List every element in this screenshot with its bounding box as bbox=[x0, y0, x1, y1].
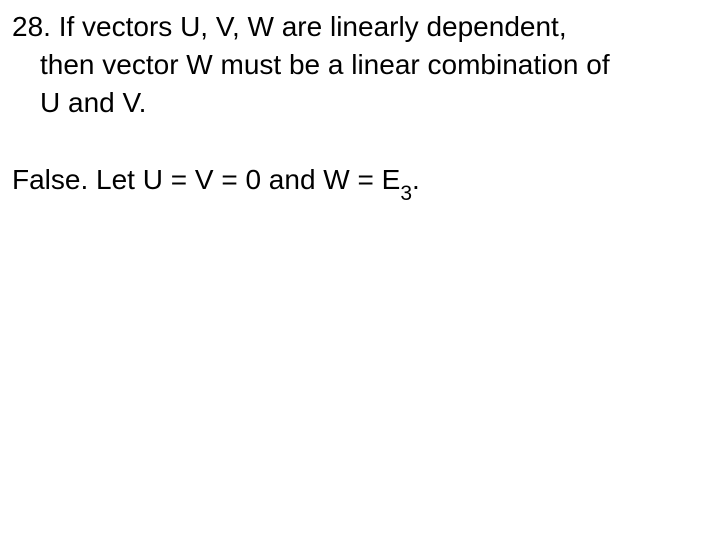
question-block: 28. If vectors U, V, W are linearly depe… bbox=[12, 8, 708, 121]
answer-subscript: 3 bbox=[400, 182, 412, 205]
question-number: 28. bbox=[12, 11, 51, 42]
answer-text-suffix: . bbox=[412, 164, 420, 195]
question-line-3: U and V. bbox=[12, 84, 708, 122]
answer-text-prefix: False. Let U = V = 0 and W = E bbox=[12, 164, 400, 195]
answer-block: False. Let U = V = 0 and W = E3. bbox=[12, 161, 708, 204]
question-line-1: If vectors U, V, W are linearly dependen… bbox=[51, 11, 567, 42]
question-line-2: then vector W must be a linear combinati… bbox=[12, 46, 708, 84]
